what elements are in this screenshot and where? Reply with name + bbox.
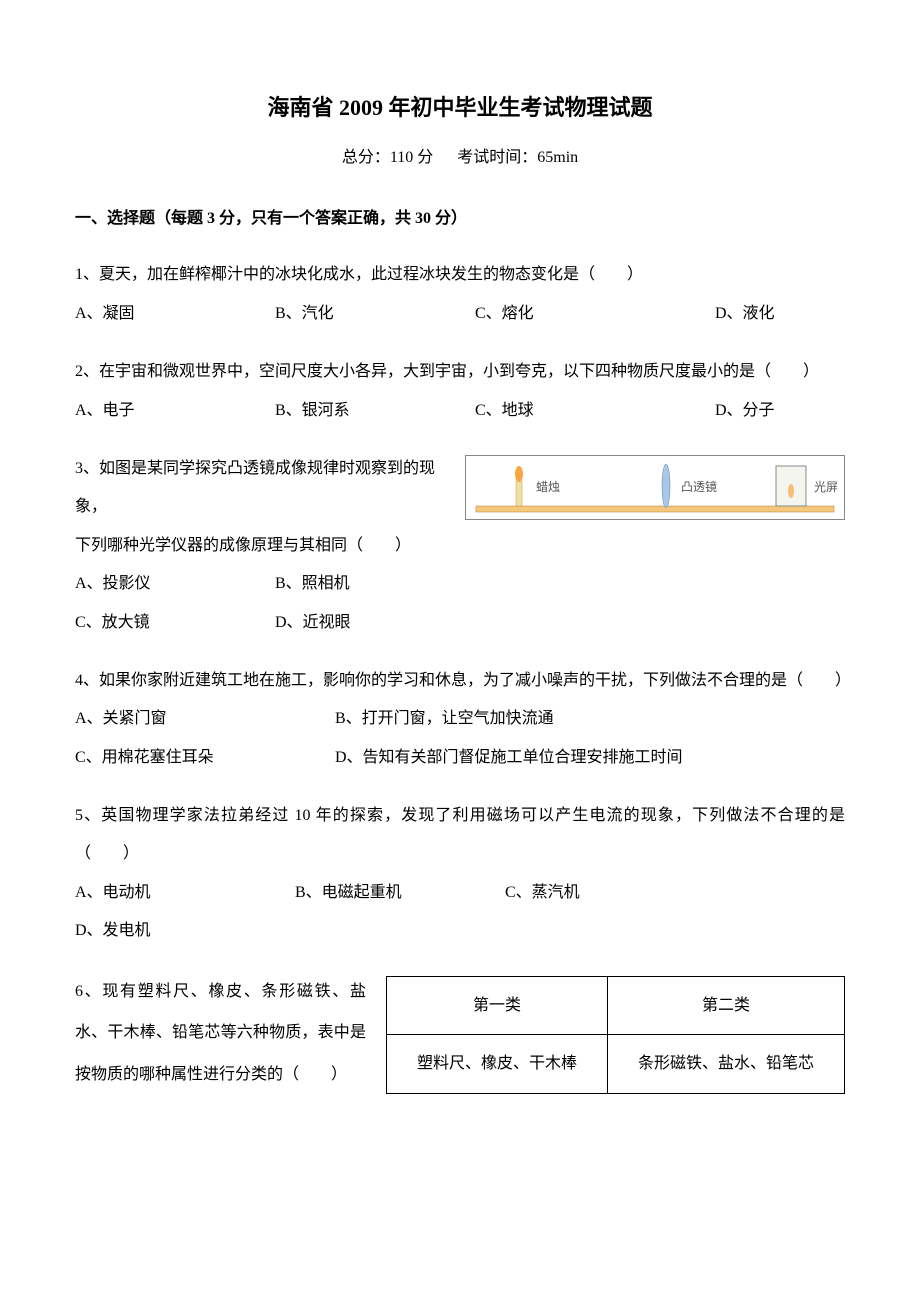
candle-flame — [515, 466, 523, 482]
candle-body — [516, 481, 522, 506]
q2-option-a: A、电子 — [75, 392, 215, 430]
q4-option-c: C、用棉花塞住耳朵 — [75, 739, 275, 777]
q5-option-b: B、电磁起重机 — [295, 874, 445, 912]
q2-option-c: C、地球 — [475, 392, 655, 430]
q1-option-d: D、液化 — [715, 295, 775, 333]
table-header-2: 第二类 — [607, 976, 844, 1035]
rail-shape — [476, 506, 834, 512]
question-3-line1: 3、如图是某同学探究凸透镜成像规律时观察到的现象， — [75, 450, 455, 527]
question-4-text: 4、如果你家附近建筑工地在施工，影响你的学习和休息，为了减小噪声的干扰，下列做法… — [75, 662, 845, 700]
exam-title: 海南省 2009 年初中毕业生考试物理试题 — [75, 90, 845, 125]
table-row: 塑料尺、橡皮、干木棒 条形磁铁、盐水、铅笔芯 — [386, 1035, 844, 1094]
question-1-text: 1、夏天，加在鲜榨椰汁中的冰块化成水，此过程冰块发生的物态变化是（ ） — [75, 256, 845, 294]
q3-option-b: B、照相机 — [275, 565, 350, 603]
section-1-header: 一、选择题（每题 3 分，只有一个答案正确，共 30 分） — [75, 206, 845, 232]
q5-option-c: C、蒸汽机 — [505, 874, 665, 912]
table-cell-1: 塑料尺、橡皮、干木棒 — [386, 1035, 607, 1094]
question-6: 第一类 第二类 塑料尺、橡皮、干木棒 条形磁铁、盐水、铅笔芯 6、现有塑料尺、橡… — [75, 971, 845, 1096]
question-2-text: 2、在宇宙和微观世界中，空间尺度大小各异，大到宇宙，小到夸克，以下四种物质尺度最… — [75, 353, 845, 391]
lens-shape — [662, 464, 670, 508]
material-table: 第一类 第二类 塑料尺、橡皮、干木棒 条形磁铁、盐水、铅笔芯 — [386, 976, 845, 1094]
table-cell-2: 条形磁铁、盐水、铅笔芯 — [607, 1035, 844, 1094]
exam-time: 考试时间：65min — [457, 149, 578, 166]
question-3: 蜡烛 凸透镜 光屏 3、如图是某同学探究凸透镜成像规律时观察到的现象， 下列哪种… — [75, 450, 845, 642]
q3-option-a: A、投影仪 — [75, 565, 215, 603]
screen-label: 光屏 — [814, 480, 838, 494]
lens-label: 凸透镜 — [681, 479, 717, 494]
question-3-line2: 下列哪种光学仪器的成像原理与其相同（ ） — [75, 527, 455, 565]
q5-option-a: A、电动机 — [75, 874, 235, 912]
question-2: 2、在宇宙和微观世界中，空间尺度大小各异，大到宇宙，小到夸克，以下四种物质尺度最… — [75, 353, 845, 430]
screen-image — [788, 484, 794, 498]
q3-option-c: C、放大镜 — [75, 604, 215, 642]
exam-subtitle: 总分：110 分 考试时间：65min — [75, 145, 845, 171]
q4-option-b: B、打开门窗，让空气加快流通 — [335, 700, 554, 738]
question-5-text: 5、英国物理学家法拉弟经过 10 年的探索，发现了利用磁场可以产生电流的现象，下… — [75, 797, 845, 874]
q1-option-c: C、熔化 — [475, 295, 655, 333]
candle-label: 蜡烛 — [536, 480, 560, 494]
table-row: 第一类 第二类 — [386, 976, 844, 1035]
q2-option-d: D、分子 — [715, 392, 775, 430]
q4-option-d: D、告知有关部门督促施工单位合理安排施工时间 — [335, 739, 683, 777]
q5-option-d: D、发电机 — [75, 912, 151, 950]
total-score: 总分：110 分 — [342, 149, 433, 166]
q6-table-wrap: 第一类 第二类 塑料尺、橡皮、干木棒 条形磁铁、盐水、铅笔芯 — [386, 976, 845, 1094]
question-1: 1、夏天，加在鲜榨椰汁中的冰块化成水，此过程冰块发生的物态变化是（ ） A、凝固… — [75, 256, 845, 333]
q4-option-a: A、关紧门窗 — [75, 700, 275, 738]
q3-option-d: D、近视眼 — [275, 604, 351, 642]
question-5: 5、英国物理学家法拉弟经过 10 年的探索，发现了利用磁场可以产生电流的现象，下… — [75, 797, 845, 951]
question-4: 4、如果你家附近建筑工地在施工，影响你的学习和休息，为了减小噪声的干扰，下列做法… — [75, 662, 845, 777]
optics-diagram: 蜡烛 凸透镜 光屏 — [465, 455, 845, 520]
q1-option-a: A、凝固 — [75, 295, 215, 333]
q2-option-b: B、银河系 — [275, 392, 415, 430]
q1-option-b: B、汽化 — [275, 295, 415, 333]
table-header-1: 第一类 — [386, 976, 607, 1035]
